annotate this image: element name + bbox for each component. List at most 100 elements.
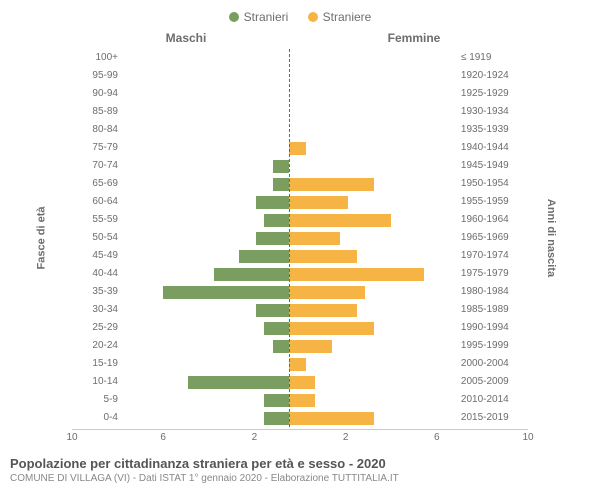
- age-label: 60-64: [73, 193, 121, 211]
- bar-row-female: [289, 103, 457, 121]
- birth-label: 2010-2014: [458, 391, 512, 409]
- column-headers: Maschi Femmine: [10, 31, 590, 45]
- age-label: 35-39: [73, 283, 121, 301]
- birth-label: 1950-1954: [458, 175, 512, 193]
- age-label: 55-59: [73, 211, 121, 229]
- birth-label: 1990-1994: [458, 319, 512, 337]
- bar-female: [289, 340, 331, 353]
- birth-label: 1920-1924: [458, 67, 512, 85]
- bar-female: [289, 250, 356, 263]
- birth-label: 1975-1979: [458, 265, 512, 283]
- age-label: 90-94: [73, 85, 121, 103]
- bar-row-female: [289, 139, 457, 157]
- bar-row-female: [289, 85, 457, 103]
- bar-row-male: [121, 103, 289, 121]
- age-label: 70-74: [73, 157, 121, 175]
- age-label: 25-29: [73, 319, 121, 337]
- age-labels: 100+95-9990-9485-8980-8475-7970-7465-696…: [73, 49, 121, 427]
- bar-female: [289, 304, 356, 317]
- bar-row-female: [289, 319, 457, 337]
- age-label: 15-19: [73, 355, 121, 373]
- birth-label: 1945-1949: [458, 157, 512, 175]
- bar-female: [289, 214, 390, 227]
- bar-male: [239, 250, 290, 263]
- bar-row-male: [121, 247, 289, 265]
- bar-male: [214, 268, 290, 281]
- plot-area: [121, 49, 458, 427]
- bar-row-male: [121, 121, 289, 139]
- bar-female: [289, 376, 314, 389]
- bar-female: [289, 358, 306, 371]
- female-bars: [289, 49, 457, 427]
- bar-row-female: [289, 157, 457, 175]
- bar-female: [289, 268, 424, 281]
- birth-label: 2000-2004: [458, 355, 512, 373]
- birth-label: 1935-1939: [458, 121, 512, 139]
- y-axis-label-left: Fasce di età: [10, 49, 73, 427]
- legend-male-label: Stranieri: [244, 10, 289, 24]
- bar-row-female: [289, 355, 457, 373]
- bar-row-male: [121, 175, 289, 193]
- birth-label: 1980-1984: [458, 283, 512, 301]
- bar-row-female: [289, 175, 457, 193]
- bar-row-female: [289, 247, 457, 265]
- birth-label: ≤ 1919: [458, 49, 512, 67]
- legend: Stranieri Straniere: [10, 10, 590, 25]
- bar-female: [289, 178, 373, 191]
- age-label: 40-44: [73, 265, 121, 283]
- age-label: 95-99: [73, 67, 121, 85]
- bar-row-female: [289, 337, 457, 355]
- legend-male-swatch: [229, 12, 239, 22]
- age-label: 0-4: [73, 409, 121, 427]
- birth-label: 1930-1934: [458, 103, 512, 121]
- age-label: 100+: [73, 49, 121, 67]
- bar-row-male: [121, 265, 289, 283]
- bar-row-male: [121, 211, 289, 229]
- birth-label: 1995-1999: [458, 337, 512, 355]
- male-bars: [121, 49, 289, 427]
- pyramid-chart: Fasce di età 100+95-9990-9485-8980-8475-…: [10, 49, 590, 427]
- bar-male: [264, 214, 289, 227]
- age-label: 80-84: [73, 121, 121, 139]
- legend-female: Straniere: [308, 10, 372, 24]
- bar-row-male: [121, 301, 289, 319]
- bar-female: [289, 412, 373, 425]
- birth-year-labels: ≤ 19191920-19241925-19291930-19341935-19…: [458, 49, 512, 427]
- bar-male: [264, 394, 289, 407]
- x-tick: 6: [160, 432, 166, 443]
- bar-row-female: [289, 409, 457, 427]
- age-label: 65-69: [73, 175, 121, 193]
- bar-row-male: [121, 373, 289, 391]
- age-label: 45-49: [73, 247, 121, 265]
- bar-male: [273, 340, 290, 353]
- x-tick: 10: [66, 432, 77, 443]
- bar-row-male: [121, 85, 289, 103]
- bar-row-male: [121, 157, 289, 175]
- bar-row-male: [121, 355, 289, 373]
- birth-label: 1970-1974: [458, 247, 512, 265]
- bar-row-male: [121, 229, 289, 247]
- chart-source: COMUNE DI VILLAGA (VI) - Dati ISTAT 1° g…: [10, 473, 590, 484]
- chart-title: Popolazione per cittadinanza straniera p…: [10, 456, 590, 471]
- birth-label: 1940-1944: [458, 139, 512, 157]
- age-label: 20-24: [73, 337, 121, 355]
- bar-row-female: [289, 193, 457, 211]
- legend-female-label: Straniere: [323, 10, 372, 24]
- bar-female: [289, 196, 348, 209]
- x-axis-left: 1062: [72, 429, 300, 446]
- bar-row-male: [121, 409, 289, 427]
- bar-female: [289, 232, 340, 245]
- age-label: 30-34: [73, 301, 121, 319]
- bar-row-female: [289, 283, 457, 301]
- birth-label: 1925-1929: [458, 85, 512, 103]
- x-tick: 2: [252, 432, 258, 443]
- age-label: 10-14: [73, 373, 121, 391]
- x-tick: 2: [343, 432, 349, 443]
- header-male: Maschi: [72, 31, 300, 45]
- header-female: Femmine: [300, 31, 528, 45]
- bar-male: [256, 232, 290, 245]
- bar-row-male: [121, 391, 289, 409]
- birth-label: 1985-1989: [458, 301, 512, 319]
- birth-label: 1965-1969: [458, 229, 512, 247]
- bar-male: [188, 376, 289, 389]
